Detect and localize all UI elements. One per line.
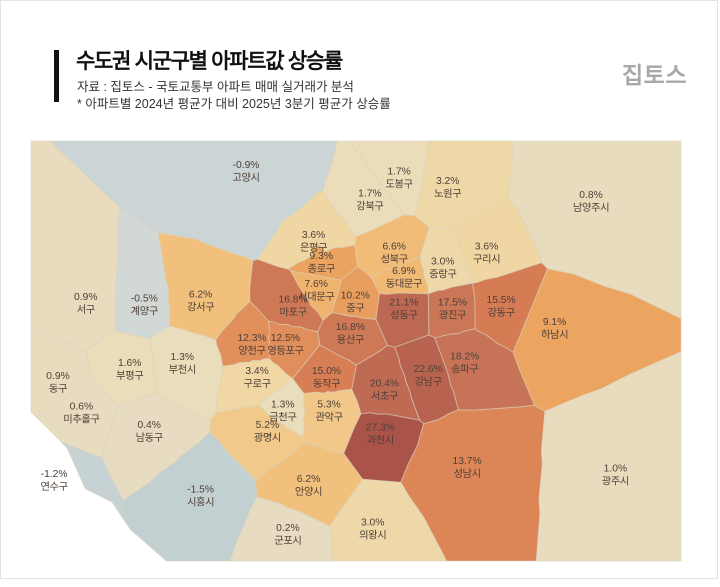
svg-text:6.2%: 6.2% (297, 474, 320, 485)
svg-text:광주시: 광주시 (602, 475, 629, 487)
svg-text:0.4%: 0.4% (137, 420, 160, 431)
svg-text:9.1%: 9.1% (543, 317, 566, 328)
svg-text:27.3%: 27.3% (366, 423, 395, 434)
svg-text:-1.2%: -1.2% (41, 469, 68, 480)
svg-text:18.2%: 18.2% (450, 352, 479, 363)
svg-text:용산구: 용산구 (337, 334, 364, 346)
svg-text:0.9%: 0.9% (46, 371, 69, 382)
svg-text:구로구: 구로구 (243, 379, 270, 390)
svg-text:성동구: 성동구 (390, 310, 417, 322)
svg-text:-1.5%: -1.5% (187, 484, 214, 495)
svg-text:동작구: 동작구 (313, 378, 340, 390)
svg-text:강서구: 강서구 (187, 301, 214, 313)
svg-text:서초구: 서초구 (371, 390, 398, 402)
svg-text:성남시: 성남시 (453, 468, 480, 480)
svg-text:영등포구: 영등포구 (267, 345, 303, 357)
svg-text:12.3%: 12.3% (237, 333, 266, 344)
svg-text:15.5%: 15.5% (486, 295, 515, 306)
svg-text:의왕시: 의왕시 (359, 530, 386, 542)
svg-text:16.8%: 16.8% (336, 322, 365, 333)
svg-text:구리시: 구리시 (473, 254, 500, 266)
svg-text:강북구: 강북구 (356, 200, 383, 212)
svg-text:미추홀구: 미추홀구 (63, 413, 99, 426)
svg-text:남양주시: 남양주시 (573, 202, 609, 214)
svg-text:6.2%: 6.2% (189, 289, 212, 300)
svg-text:도봉구: 도봉구 (385, 178, 412, 190)
svg-text:13.7%: 13.7% (452, 456, 481, 467)
svg-text:연수구: 연수구 (40, 481, 67, 493)
svg-text:마포구: 마포구 (279, 307, 306, 319)
svg-text:군포시: 군포시 (274, 535, 301, 547)
svg-text:21.1%: 21.1% (389, 298, 418, 309)
svg-text:20.4%: 20.4% (370, 378, 399, 389)
svg-text:3.4%: 3.4% (245, 366, 268, 377)
svg-text:10.2%: 10.2% (341, 290, 370, 301)
svg-text:계양구: 계양구 (131, 305, 158, 317)
svg-text:강동구: 강동구 (487, 307, 514, 319)
svg-text:광진구: 광진구 (439, 310, 466, 322)
svg-text:0.8%: 0.8% (579, 190, 602, 201)
svg-text:3.0%: 3.0% (431, 256, 454, 267)
svg-text:9.3%: 9.3% (310, 251, 333, 262)
svg-text:22.6%: 22.6% (414, 364, 443, 375)
svg-text:부평구: 부평구 (116, 370, 143, 382)
svg-text:시흥시: 시흥시 (187, 495, 214, 508)
svg-text:성북구: 성북구 (381, 254, 408, 266)
svg-text:송파구: 송파구 (451, 364, 478, 376)
svg-text:5.3%: 5.3% (317, 400, 340, 411)
svg-text:5.2%: 5.2% (256, 420, 279, 431)
svg-text:1.0%: 1.0% (604, 463, 627, 474)
svg-text:1.7%: 1.7% (387, 166, 410, 177)
svg-text:안양시: 안양시 (295, 486, 322, 498)
svg-text:강남구: 강남구 (415, 376, 442, 388)
svg-text:1.6%: 1.6% (118, 358, 141, 369)
svg-text:3.6%: 3.6% (302, 230, 325, 241)
svg-text:하남시: 하남시 (541, 328, 568, 341)
svg-text:남동구: 남동구 (136, 432, 163, 444)
svg-text:1.7%: 1.7% (358, 188, 381, 199)
svg-text:고양시: 고양시 (232, 172, 259, 184)
svg-text:관악구: 관악구 (315, 412, 342, 424)
svg-text:과천시: 과천시 (367, 435, 394, 447)
svg-text:12.5%: 12.5% (271, 333, 300, 344)
svg-text:3.2%: 3.2% (436, 176, 459, 187)
svg-text:-0.9%: -0.9% (233, 160, 260, 171)
svg-text:종로구: 종로구 (308, 263, 335, 275)
svg-text:3.0%: 3.0% (361, 518, 384, 529)
svg-text:16.8%: 16.8% (278, 295, 307, 306)
svg-text:중구: 중구 (346, 302, 364, 314)
svg-text:15.0%: 15.0% (312, 366, 341, 377)
svg-text:광명시: 광명시 (254, 432, 281, 444)
svg-text:7.6%: 7.6% (304, 279, 327, 290)
svg-text:서구: 서구 (77, 304, 95, 316)
svg-text:중랑구: 중랑구 (429, 268, 456, 280)
svg-text:0.6%: 0.6% (70, 402, 93, 413)
svg-text:0.2%: 0.2% (276, 523, 299, 534)
svg-text:6.9%: 6.9% (392, 266, 415, 277)
svg-text:1.3%: 1.3% (271, 400, 294, 411)
svg-text:동대문구: 동대문구 (386, 278, 422, 290)
svg-text:양천구: 양천구 (238, 345, 265, 357)
svg-text:동구: 동구 (49, 383, 67, 395)
svg-text:6.6%: 6.6% (382, 242, 405, 253)
svg-text:노원구: 노원구 (434, 188, 461, 200)
svg-text:-0.5%: -0.5% (131, 293, 158, 304)
svg-text:0.9%: 0.9% (74, 292, 97, 303)
svg-text:부천시: 부천시 (169, 364, 196, 376)
svg-text:17.5%: 17.5% (438, 298, 467, 309)
svg-text:3.6%: 3.6% (475, 242, 498, 253)
svg-text:1.3%: 1.3% (171, 352, 194, 363)
